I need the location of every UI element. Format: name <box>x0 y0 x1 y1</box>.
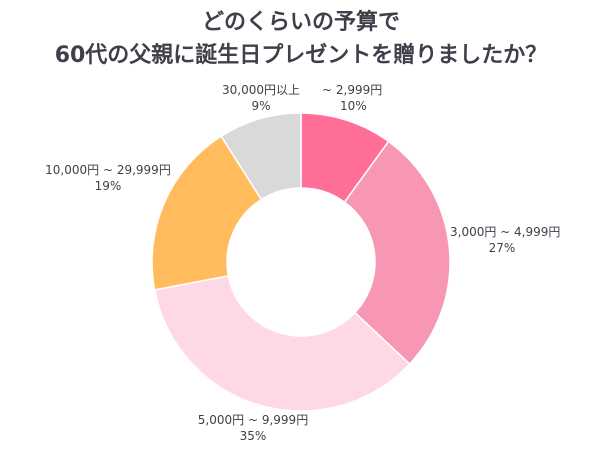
slice-3 <box>153 274 411 412</box>
slice-1-value-label: 10% <box>340 99 367 113</box>
slice-5-category-label: 30,000円以上 <box>222 83 300 97</box>
slice-2-value-label: 27% <box>489 241 516 255</box>
slice-1-category-label: ~ 2,999円 <box>322 83 382 97</box>
slice-5-value-label: 9% <box>251 99 270 113</box>
slice-3-category-label: 5,000円 ~ 9,999円 <box>198 413 308 427</box>
slice-3-value-label: 35% <box>240 429 267 443</box>
slice-4-category-label: 10,000円 ~ 29,999円 <box>45 163 171 177</box>
chart-title-line-2: 60代の父親に誕生日プレゼントを贈りましたか？ <box>54 43 548 68</box>
slice-labels: ~ 2,999円 10% 3,000円 ~ 4,999円 27% 5,000円 ~ 9,… <box>45 83 560 443</box>
chart-title: どのくらいの予算で 60代の父親に誕生日プレゼントを贈りましたか？ <box>0 6 602 72</box>
slice-4 <box>151 135 263 291</box>
slice-4-value-label: 19% <box>95 179 122 193</box>
slice-5 <box>220 112 302 201</box>
chart-title-line-1: どのくらいの予算で <box>201 10 400 35</box>
slice-2-category-label: 3,000円 ~ 4,999円 <box>450 225 560 239</box>
donut-slices <box>151 112 451 412</box>
slice-2 <box>343 140 451 366</box>
